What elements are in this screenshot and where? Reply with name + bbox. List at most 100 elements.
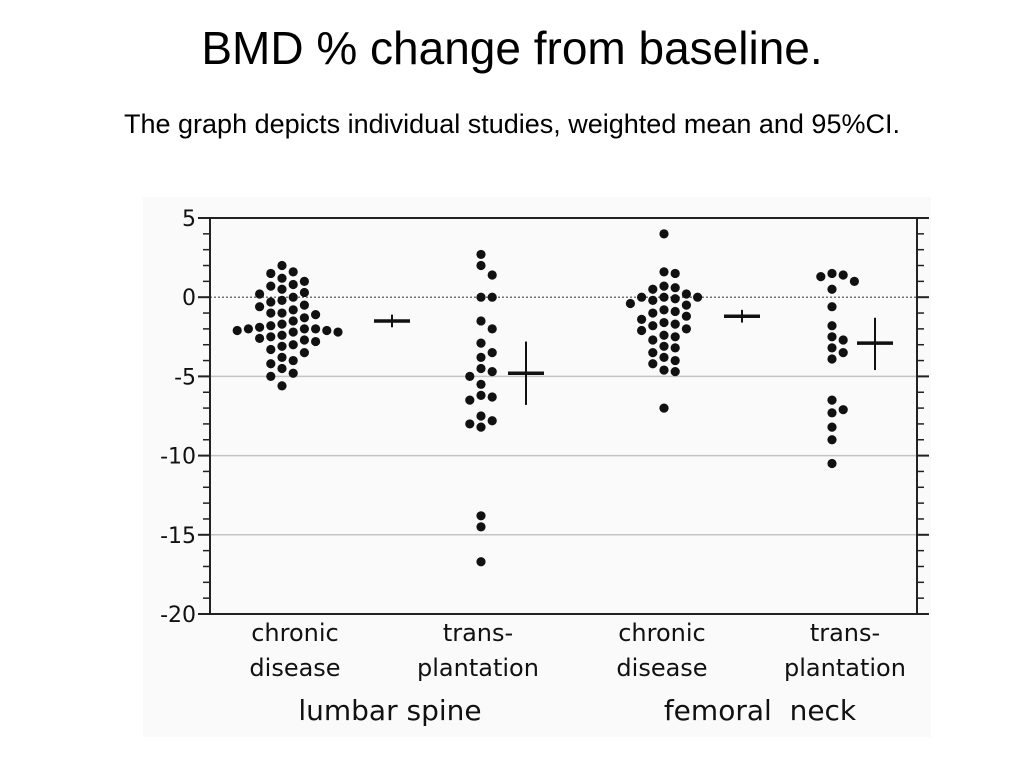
data-point <box>277 363 287 374</box>
data-point <box>648 308 658 318</box>
data-point <box>659 281 669 291</box>
data-point <box>648 335 658 345</box>
data-point <box>299 335 309 345</box>
category-label: chronic <box>618 619 706 647</box>
data-point <box>637 292 647 302</box>
data-point <box>476 249 486 260</box>
data-point <box>288 316 298 326</box>
data-point <box>670 355 680 366</box>
data-point <box>333 327 343 337</box>
data-point <box>288 340 298 350</box>
data-point <box>827 422 837 432</box>
data-point <box>299 313 309 323</box>
data-point <box>299 287 309 298</box>
data-point <box>476 522 486 532</box>
chart-panel: 5 0 -5 -10 -15 -20 chronic disease trans-plantat… <box>143 197 931 737</box>
data-point <box>827 354 837 364</box>
data-point <box>288 279 298 290</box>
data-point <box>670 319 680 329</box>
data-point <box>487 416 497 426</box>
data-point <box>476 511 486 521</box>
data-point <box>476 379 486 389</box>
category-label: plantation <box>784 654 906 682</box>
data-point <box>311 310 321 320</box>
data-point <box>476 352 486 362</box>
data-point <box>827 408 837 418</box>
data-point <box>476 411 486 421</box>
data-point <box>487 392 497 402</box>
data-point <box>299 300 309 310</box>
data-point <box>232 325 242 336</box>
data-point <box>827 395 837 405</box>
data-point <box>681 300 692 310</box>
data-point <box>476 422 486 432</box>
data-point <box>670 283 680 293</box>
data-point <box>659 352 669 362</box>
data-point <box>659 330 669 340</box>
data-point <box>827 284 837 294</box>
y-tick-label: 0 <box>182 286 196 311</box>
data-point <box>288 327 298 337</box>
data-point <box>827 302 837 312</box>
data-point <box>648 348 658 358</box>
category-label: trans- <box>443 619 513 647</box>
data-point <box>243 324 253 334</box>
data-point <box>266 359 276 369</box>
y-tick-label: -15 <box>160 524 196 549</box>
data-point <box>255 322 265 332</box>
data-point <box>487 367 497 377</box>
data-point <box>277 295 287 305</box>
data-point <box>465 419 475 429</box>
data-point <box>648 295 658 305</box>
data-point <box>277 308 287 318</box>
slide-title: BMD % change from baseline. <box>201 22 823 74</box>
data-point <box>670 306 680 317</box>
bmd-dot-plot: 5 0 -5 -10 -15 -20 chronic disease trans-plantat… <box>160 207 929 727</box>
category-label: trans- <box>810 619 880 647</box>
data-point <box>670 294 680 304</box>
data-point <box>827 268 837 279</box>
data-point <box>255 333 265 343</box>
data-point <box>659 317 669 328</box>
data-point <box>288 368 298 378</box>
data-point <box>670 343 680 353</box>
data-point <box>299 276 309 286</box>
data-point <box>827 343 837 353</box>
data-point <box>255 302 265 312</box>
data-point <box>266 297 276 307</box>
data-point <box>637 314 647 324</box>
data-point <box>838 270 848 280</box>
data-point <box>838 335 848 345</box>
data-point <box>487 348 497 358</box>
data-point <box>827 332 837 342</box>
gridlines <box>210 296 917 536</box>
data-point <box>648 321 658 331</box>
data-point <box>659 365 669 375</box>
data-point <box>827 458 837 469</box>
data-point <box>487 324 497 334</box>
slide-subtitle: The graph depicts individual studies, we… <box>124 109 900 139</box>
data-point <box>476 557 486 567</box>
data-point <box>816 272 826 282</box>
group-label: lumbar spine <box>298 694 481 727</box>
category-label: chronic <box>251 619 339 647</box>
data-point <box>266 268 276 279</box>
data-point <box>299 348 309 358</box>
data-point <box>838 348 848 358</box>
data-point <box>681 324 692 334</box>
data-point <box>277 352 287 362</box>
data-point <box>266 308 276 318</box>
plot-frame <box>209 217 918 615</box>
data-point <box>476 363 486 374</box>
data-point <box>487 270 497 280</box>
data-point <box>277 381 287 391</box>
data-point <box>266 371 276 381</box>
data-point <box>288 292 298 302</box>
group-label: femoral neck <box>664 694 857 727</box>
y-tick-label: -10 <box>160 445 196 470</box>
data-point <box>648 284 658 294</box>
data-point <box>659 403 669 413</box>
data-point <box>476 390 486 401</box>
data-point <box>277 319 287 329</box>
data-point <box>277 284 287 294</box>
